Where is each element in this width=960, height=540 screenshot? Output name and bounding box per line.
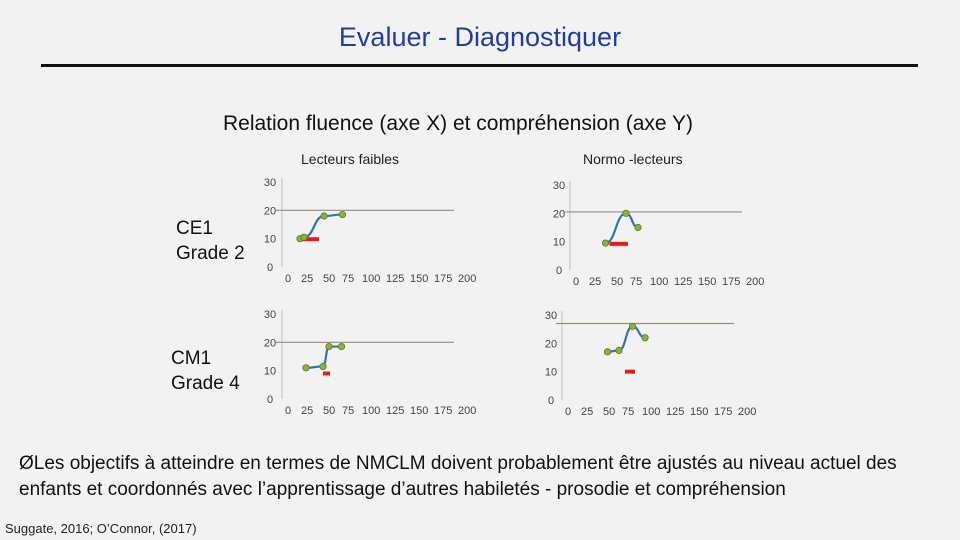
y-tick-label: 30 bbox=[553, 180, 565, 192]
x-tick-label: 25 bbox=[301, 405, 313, 417]
data-point bbox=[622, 209, 630, 217]
y-tick-label: 10 bbox=[264, 366, 276, 378]
row-label-cm1-line2: Grade 4 bbox=[171, 373, 240, 394]
data-point bbox=[337, 342, 346, 351]
x-tick-label: 0 bbox=[285, 405, 291, 417]
data-point bbox=[320, 212, 328, 220]
x-tick-label: 200 bbox=[458, 273, 476, 285]
row-label-ce1: CE1 Grade 2 bbox=[176, 216, 245, 266]
slide-subtitle: Relation fluence (axe X) et compréhensio… bbox=[222, 112, 694, 135]
chart-panel-1: 0 10 20 30 0 25 50 75 100 125 150 175 200 bbox=[264, 177, 476, 285]
data-line bbox=[607, 325, 646, 353]
x-tick-label: 100 bbox=[642, 406, 660, 418]
data-line bbox=[605, 212, 639, 245]
bullet-text: Les objectifs à atteindre en termes de N… bbox=[19, 453, 897, 500]
y-tick-label: 10 bbox=[553, 237, 565, 249]
y-tick-label: 20 bbox=[545, 338, 557, 350]
x-tick-label: 75 bbox=[342, 405, 354, 417]
x-tick-label: 25 bbox=[581, 406, 593, 418]
y-tick-label: 30 bbox=[545, 310, 557, 322]
data-point bbox=[300, 233, 308, 241]
column-header-weak-readers: Lecteurs faibles bbox=[301, 151, 400, 167]
row-label-ce1-line2: Grade 2 bbox=[176, 243, 245, 264]
x-tick-label: 100 bbox=[362, 405, 380, 417]
x-tick-label: 175 bbox=[722, 276, 740, 288]
data-point bbox=[601, 239, 610, 247]
data-line bbox=[305, 345, 342, 369]
y-tick-label: 0 bbox=[556, 265, 562, 277]
x-tick-label: 125 bbox=[674, 276, 692, 288]
data-point bbox=[338, 210, 347, 219]
x-tick-label: 150 bbox=[410, 273, 428, 285]
data-point bbox=[634, 223, 642, 232]
x-tick-label: 200 bbox=[458, 405, 476, 417]
x-tick-label: 125 bbox=[666, 406, 684, 418]
data-point bbox=[603, 348, 612, 356]
x-tick-label: 25 bbox=[301, 273, 313, 285]
x-tick-label: 50 bbox=[611, 276, 623, 288]
column-header-normal-readers: Normo -lecteurs bbox=[583, 151, 683, 167]
y-tick-label: 10 bbox=[545, 367, 557, 379]
x-tick-label: 175 bbox=[714, 406, 732, 418]
x-tick-label: 75 bbox=[630, 276, 642, 288]
page-title: Evaluer - Diagnostiquer bbox=[338, 22, 622, 52]
y-tick-label: 30 bbox=[264, 177, 276, 189]
row-label-cm1-line1: CM1 bbox=[171, 348, 212, 369]
x-tick-label: 125 bbox=[386, 405, 404, 417]
row-label-cm1: CM1 Grade 4 bbox=[171, 346, 240, 396]
data-point bbox=[615, 346, 623, 355]
chart-panel-4: 0 10 20 30 0 25 50 75 100 125 150 175 200 bbox=[545, 310, 756, 418]
y-tick-label: 0 bbox=[267, 394, 273, 406]
x-tick-label: 125 bbox=[386, 273, 404, 285]
y-tick-label: 20 bbox=[264, 337, 276, 349]
x-tick-label: 200 bbox=[746, 276, 764, 288]
x-tick-label: 25 bbox=[589, 276, 601, 288]
y-tick-label: 10 bbox=[264, 234, 276, 246]
x-tick-label: 0 bbox=[573, 276, 579, 288]
x-tick-label: 50 bbox=[323, 405, 335, 417]
x-tick-label: 0 bbox=[565, 406, 571, 418]
chart-panel-3: 0 10 20 30 0 25 50 75 100 125 150 175 200 bbox=[264, 309, 476, 417]
x-tick-label: 175 bbox=[434, 405, 452, 417]
x-tick-label: 150 bbox=[698, 276, 716, 288]
x-tick-label: 50 bbox=[603, 406, 615, 418]
x-tick-label: 150 bbox=[690, 406, 708, 418]
x-tick-label: 75 bbox=[622, 406, 634, 418]
bullet-arrow-icon: Ø bbox=[19, 453, 34, 474]
y-tick-label: 0 bbox=[267, 262, 273, 274]
x-tick-label: 200 bbox=[738, 406, 756, 418]
bullet-paragraph: ØLes objectifs à atteindre en termes de … bbox=[19, 451, 944, 503]
citation: Suggate, 2016; O’Connor, (2017) bbox=[5, 521, 197, 536]
x-tick-label: 150 bbox=[410, 405, 428, 417]
title-underline bbox=[41, 64, 918, 67]
row-label-ce1-line1: CE1 bbox=[176, 218, 213, 239]
data-point bbox=[302, 364, 310, 372]
data-point bbox=[641, 334, 649, 342]
y-tick-label: 0 bbox=[548, 395, 554, 407]
x-tick-label: 100 bbox=[362, 273, 380, 285]
x-tick-label: 100 bbox=[650, 276, 668, 288]
y-tick-label: 30 bbox=[264, 309, 276, 321]
y-tick-label: 20 bbox=[553, 208, 565, 220]
x-tick-label: 75 bbox=[342, 273, 354, 285]
y-tick-label: 20 bbox=[264, 205, 276, 217]
x-tick-label: 175 bbox=[434, 273, 452, 285]
data-point bbox=[325, 342, 333, 351]
x-tick-label: 0 bbox=[285, 273, 291, 285]
data-point bbox=[319, 362, 327, 371]
data-point bbox=[628, 322, 637, 330]
x-tick-label: 50 bbox=[323, 273, 335, 285]
chart-panel-2: 0 10 20 30 0 25 50 75 100 125 150 175 200 bbox=[553, 180, 764, 288]
